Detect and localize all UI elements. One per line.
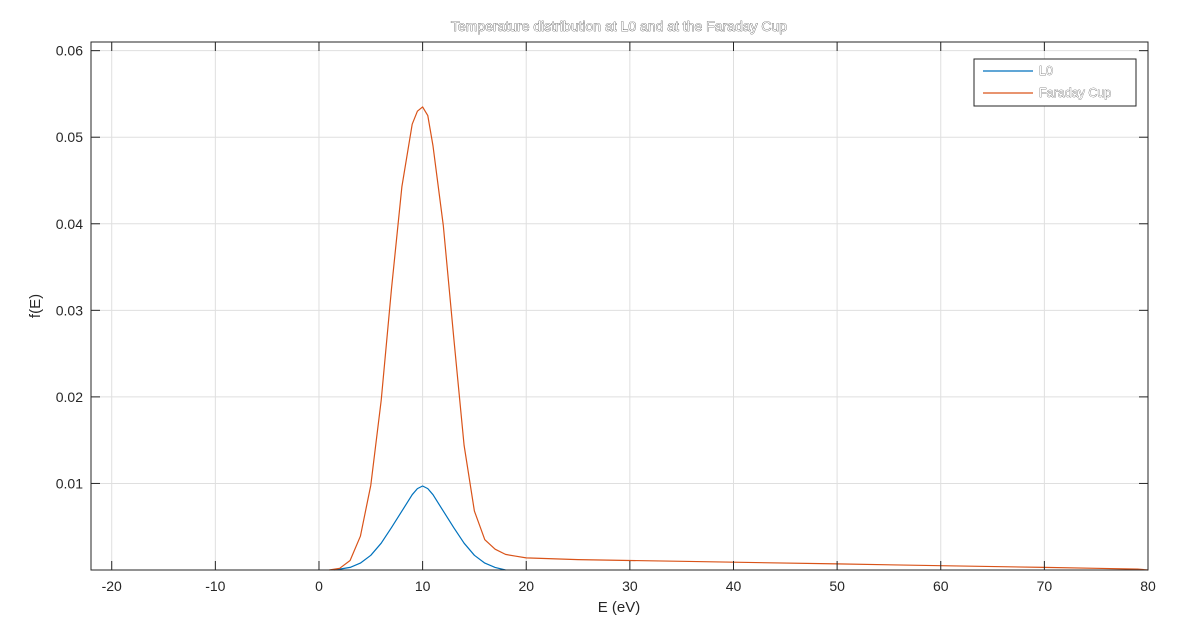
series-line-faraday-cup xyxy=(329,106,1149,571)
series-line-l0 xyxy=(334,485,506,571)
x-axis-label: E (eV) xyxy=(598,599,641,616)
plot-area xyxy=(91,42,1148,570)
legend-box xyxy=(973,58,1137,107)
y-tick-label: 0.04 xyxy=(56,216,83,232)
x-tick-label: 10 xyxy=(415,578,431,594)
x-tick-label: -20 xyxy=(102,578,122,594)
x-tick-label: 80 xyxy=(1140,578,1156,594)
legend-label-faraday-cup: Faraday Cup xyxy=(1039,86,1111,100)
legend-label-l0: L0 xyxy=(1039,64,1053,78)
y-axis-label: f(E) xyxy=(27,294,44,318)
x-tick-label: 70 xyxy=(1037,578,1053,594)
y-tick-label: 0.03 xyxy=(56,302,83,318)
legend: L0 Faraday Cup xyxy=(973,58,1137,107)
x-tick-label: 30 xyxy=(622,578,638,594)
y-tick-label: 0.05 xyxy=(56,129,83,145)
y-tick-label: 0.02 xyxy=(56,389,83,405)
tick-labels: -20 -10 0 10 20 30 40 50 60 70 80 0.01 0.02 0.03 0.04 0… xyxy=(56,43,1156,594)
y-tick-label: 0.06 xyxy=(56,43,83,59)
x-tick-label: -10 xyxy=(205,578,225,594)
x-tick-label: 20 xyxy=(518,578,534,594)
y-tick-label: 0.01 xyxy=(56,475,83,491)
x-tick-label: 60 xyxy=(933,578,949,594)
series-layer xyxy=(329,106,1149,571)
x-tick-label: 40 xyxy=(726,578,742,594)
ticks xyxy=(91,42,1149,570)
chart-title: Temperature distribution at L0 and at th… xyxy=(451,18,787,34)
x-tick-label: 50 xyxy=(829,578,845,594)
axes-box xyxy=(90,41,1149,571)
x-tick-label: 0 xyxy=(315,578,323,594)
